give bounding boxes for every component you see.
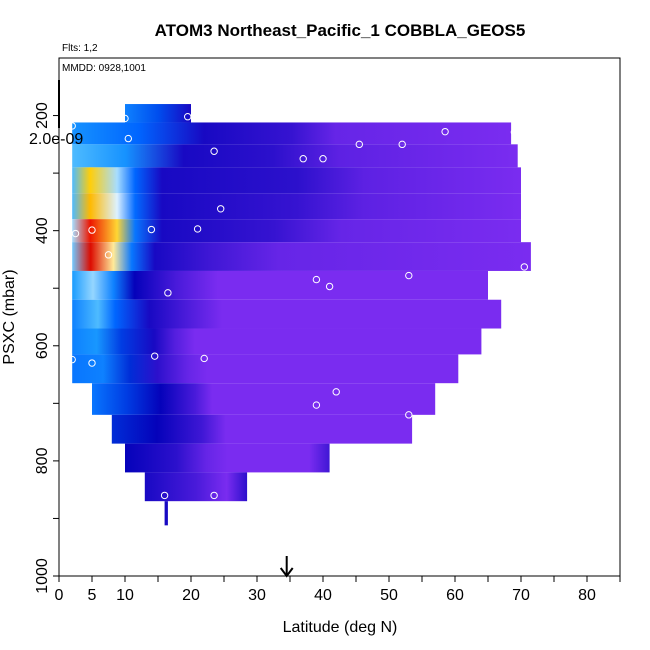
sample-point — [88, 226, 96, 234]
sample-point — [398, 140, 406, 149]
heatmap-band — [72, 167, 521, 194]
x-tick-label: 10 — [116, 587, 134, 604]
x-tick-label: 40 — [314, 587, 332, 604]
x-tick-label: 70 — [512, 587, 530, 604]
y-axis: 200 400 600 800 1000 — [34, 102, 59, 594]
heatmap-band — [72, 219, 521, 243]
x-tick-label: 80 — [578, 587, 596, 604]
heatmap-band — [111, 414, 413, 444]
sample-point — [147, 225, 156, 234]
plot-area — [68, 104, 531, 526]
colorbar-value-label: 2.0e-09 — [29, 131, 83, 148]
x-axis: 0 5 10 20 30 40 50 60 70 80 — [55, 576, 621, 604]
heatmap-band — [72, 144, 518, 168]
heatmap-band — [125, 443, 330, 473]
x-axis-label: Latitude (deg N) — [283, 619, 398, 636]
sample-point — [200, 354, 208, 363]
sample-point — [332, 388, 340, 396]
sample-point — [441, 127, 449, 136]
heatmap-band — [72, 299, 502, 329]
sample-point — [88, 359, 96, 367]
sample-point — [151, 352, 159, 360]
y-tick-label: 400 — [34, 217, 51, 244]
sample-point — [68, 355, 76, 364]
y-tick-label: 200 — [34, 102, 51, 129]
sample-point — [299, 155, 307, 163]
x-tick-label: 50 — [380, 587, 398, 604]
dates-label: MMDD: 0928,1001 — [62, 63, 146, 74]
flights-label: Flts: 1,2 — [62, 43, 98, 54]
y-axis-label: PSXC (mbar) — [1, 269, 18, 364]
sample-point — [405, 411, 413, 419]
heatmap-band — [125, 104, 191, 123]
heatmap-band — [72, 270, 488, 300]
sample-point — [325, 282, 334, 291]
plot-frame — [58, 57, 621, 577]
sample-point — [104, 251, 113, 259]
y-tick-label: 1000 — [34, 558, 51, 594]
heatmap-band — [92, 383, 436, 415]
sample-point — [319, 155, 327, 163]
x-tick-label: 0 — [55, 587, 64, 604]
sample-point — [312, 401, 321, 409]
heatmap-band — [72, 328, 482, 355]
heatmap-band — [72, 242, 531, 271]
heatmap-band — [164, 501, 168, 526]
heatmap-band — [72, 193, 521, 220]
sample-point — [210, 491, 218, 500]
x-tick-label: 60 — [446, 587, 464, 604]
sample-point — [71, 229, 80, 238]
sample-point — [405, 271, 413, 280]
y-tick-label: 600 — [34, 332, 51, 359]
sample-point — [510, 128, 519, 136]
sample-point — [160, 491, 169, 500]
sample-point — [210, 147, 218, 155]
sample-point — [164, 289, 172, 297]
latitude-arrow-icon — [279, 556, 294, 578]
sample-point — [193, 225, 202, 233]
y-tick-label: 800 — [34, 447, 51, 474]
sample-point — [184, 113, 192, 121]
sample-point — [124, 134, 133, 143]
x-tick-label: 20 — [182, 587, 200, 604]
sample-point — [121, 114, 129, 123]
sample-point — [68, 122, 76, 130]
sample-point — [312, 275, 321, 284]
x-tick-label: 5 — [88, 587, 97, 604]
heatmap-band — [72, 122, 512, 145]
heatmap-band — [144, 472, 248, 502]
sample-point — [217, 205, 225, 213]
sample-point — [355, 140, 363, 149]
sample-point — [520, 263, 528, 271]
chart-title: ATOM3 Northeast_Pacific_1 COBBLA_GEOS5 — [155, 21, 526, 40]
x-tick-label: 30 — [248, 587, 266, 604]
heatmap-band — [72, 354, 459, 384]
